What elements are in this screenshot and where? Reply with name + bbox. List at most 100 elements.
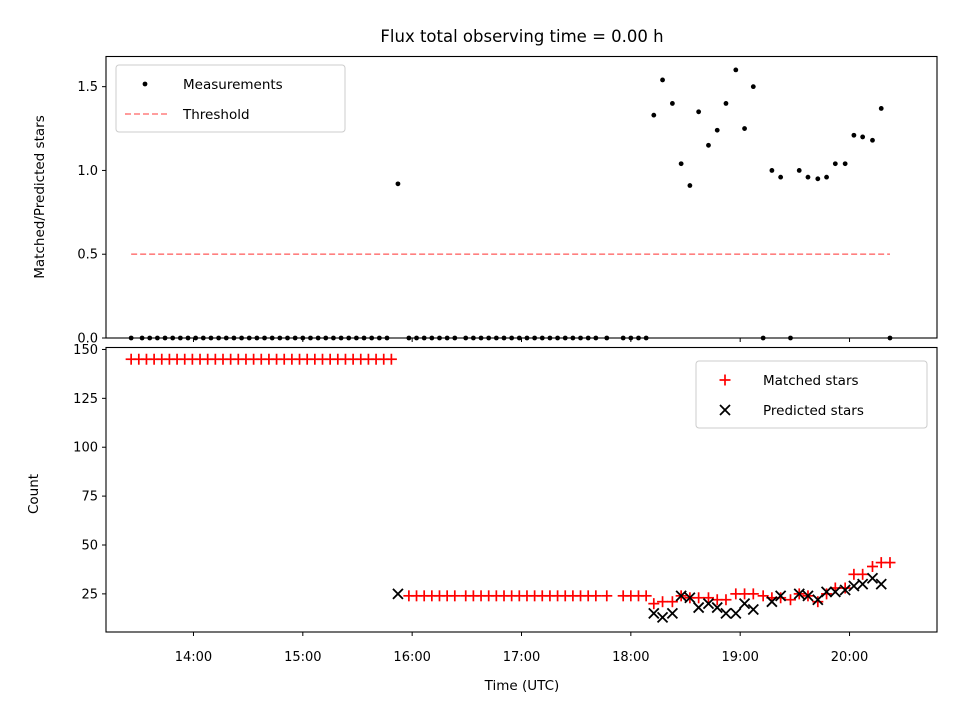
matched-star-point (839, 582, 851, 594)
bottom-x-ticks: 14:00 15:00 16:00 17:00 18:00 19:00 20:00 (175, 632, 868, 665)
predicted-star-point (738, 598, 751, 610)
matched-star-point (666, 596, 678, 608)
predicted-star-point (793, 588, 805, 600)
bottom-legend: Matched stars Predicted stars (695, 360, 928, 429)
measurement-point (696, 109, 702, 115)
predicted-star-point (675, 590, 687, 602)
measurement-point (796, 168, 802, 173)
measurement-point (669, 101, 675, 106)
matched-star-point (385, 353, 397, 365)
predicted-star-point (775, 590, 787, 602)
predicted-star-point (829, 586, 841, 598)
bottom-x-tick-label: 19:00 (721, 650, 758, 665)
predicted-star-stroke (666, 607, 679, 620)
matched-star-point (693, 592, 705, 604)
measurement-point (805, 174, 811, 180)
predicted-star-stroke (820, 586, 833, 598)
measurement-point (870, 137, 875, 143)
predicted-star-point (839, 584, 851, 596)
matched-star-point (449, 590, 461, 602)
measurement-point (742, 126, 747, 131)
matched-star-point (812, 596, 824, 608)
predicted-star-stroke (730, 607, 742, 620)
top-y-tick-label: 1.5 (77, 80, 98, 95)
matched-star-point (884, 557, 896, 569)
predicted-star-stroke (866, 572, 879, 584)
top-x-ticks (192, 338, 851, 342)
measurement-point (723, 101, 729, 106)
legend-threshold-label: Threshold (182, 107, 250, 123)
predicted-star-stroke (720, 607, 732, 620)
matched-star-point (866, 560, 878, 572)
top-y-tick-label: 0.0 (77, 332, 98, 347)
top-legend: Measurements Threshold (115, 64, 346, 133)
measurement-point (842, 161, 848, 167)
matched-star-point (784, 594, 796, 606)
top-y-tick-label: 0.5 (77, 248, 98, 263)
legend-measurements-marker (142, 81, 148, 87)
predicted-star-stroke (711, 601, 723, 614)
bottom-x-tick-label: 17:00 (503, 650, 540, 665)
measurement-point (769, 168, 775, 173)
measurement-point (660, 77, 665, 83)
predicted-star-point (730, 607, 742, 620)
bottom-legend-frame (695, 360, 928, 429)
bottom-panel: 25 50 75 100 125 150 14:00 15:00 16:00 17:00 18:0… (26, 343, 938, 694)
predicted-star-stroke (839, 584, 851, 596)
predicted-star-stroke (702, 598, 715, 610)
predicted-star-stroke (829, 586, 841, 598)
measurement-point (824, 174, 829, 180)
measurement-point (395, 181, 401, 187)
matched-star-point (640, 590, 652, 602)
bottom-y-tick-label: 75 (81, 490, 98, 505)
predicted-star-point (692, 601, 705, 614)
matched-star-point (590, 590, 602, 602)
legend-predicted-marker (719, 404, 731, 416)
bottom-x-tick-label: 15:00 (284, 650, 321, 665)
matched-star-point (601, 590, 613, 602)
bottom-x-tick-label: 20:00 (831, 650, 868, 665)
measurement-point (678, 161, 684, 167)
matched-star-point (747, 588, 759, 600)
predicted-star-stroke (802, 590, 814, 602)
measurement-point (651, 112, 657, 118)
bottom-y-tick-label: 150 (73, 343, 98, 358)
bottom-y-tick-label: 25 (81, 587, 98, 602)
predicted-star-point (866, 572, 879, 584)
bottom-x-tick-label: 14:00 (175, 650, 212, 665)
legend-matched-marker (719, 374, 731, 386)
predicted-star-stroke (793, 588, 805, 600)
matched-star-point (720, 594, 732, 606)
bottom-y-tick-label: 50 (81, 538, 98, 553)
bottom-marks (125, 353, 896, 623)
predicted-star-stroke (684, 592, 696, 604)
predicted-star-stroke (692, 601, 705, 614)
predicted-star-point (802, 590, 814, 602)
predicted-star-stroke (766, 596, 778, 608)
bottom-y-axis-label: Count (26, 474, 42, 514)
bottom-y-ticks: 25 50 75 100 125 150 (73, 343, 106, 602)
bottom-x-tick-label: 16:00 (393, 650, 430, 665)
measurement-point (733, 67, 739, 73)
legend-measurements-label: Measurements (183, 77, 283, 93)
predicted-star-stroke (656, 611, 669, 623)
measurement-point (878, 106, 884, 111)
predicted-star-stroke (675, 590, 687, 602)
predicted-star-point (857, 578, 869, 590)
measurement-point (851, 132, 857, 138)
top-y-ticks: 0.0 0.5 1.0 1.5 (77, 80, 106, 347)
matched-star-point (757, 590, 769, 602)
bottom-x-axis-label: Time (UTC) (484, 678, 560, 694)
predicted-star-stroke (738, 598, 751, 610)
predicted-star-point (875, 578, 887, 590)
predicted-star-stroke (857, 578, 869, 590)
predicted-star-point (666, 607, 679, 620)
matched-star-point (657, 596, 669, 608)
top-plot-area: 0.0 0.5 1.0 1.5 (77, 55, 938, 347)
top-legend-frame (115, 64, 346, 133)
predicted-star-point (820, 586, 833, 598)
matched-star-point (821, 588, 833, 600)
top-chart-title: Flux total observing time = 0.00 h (380, 27, 663, 46)
top-y-axis-label: Matched/Predicted stars (32, 115, 48, 278)
